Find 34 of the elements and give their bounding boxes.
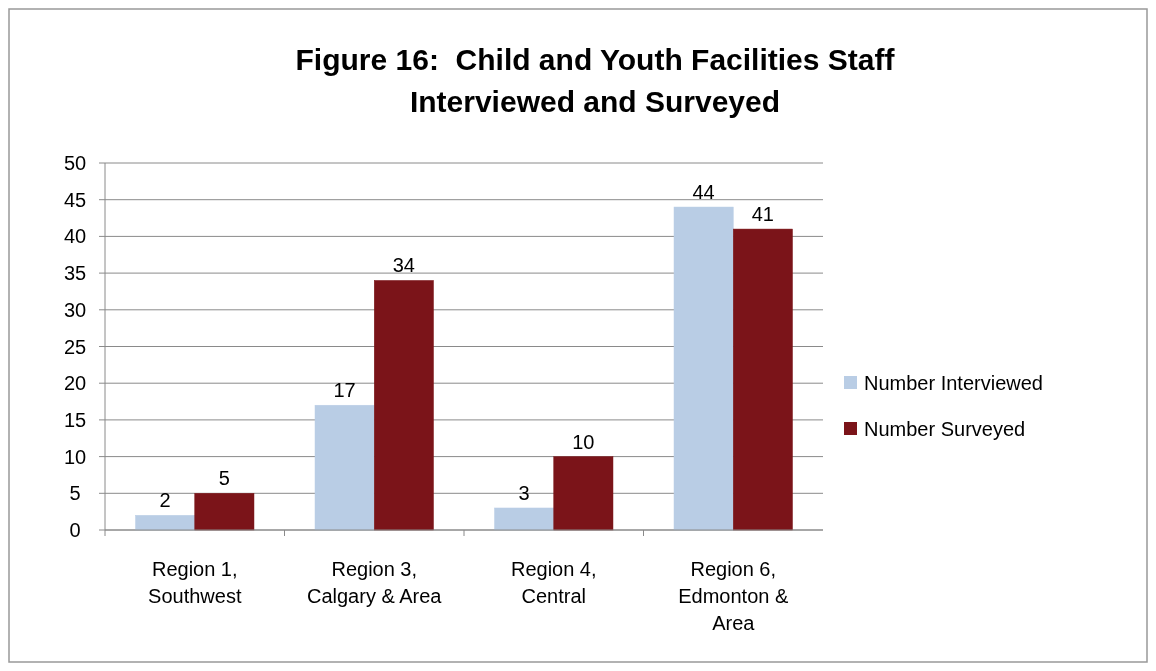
data-label: 34: [392, 254, 415, 277]
bar: [135, 515, 195, 531]
bar: [374, 280, 434, 531]
x-tick-label: Region 4, Central: [510, 558, 597, 607]
x-tick-label: Region 1, Southwest: [148, 558, 242, 607]
y-tick-label: 50: [63, 152, 87, 174]
y-tick-label: 20: [63, 372, 87, 395]
data-label: 41: [751, 203, 774, 226]
data-label: 5: [218, 467, 230, 490]
bar: [553, 456, 614, 531]
y-tick-label: 5: [69, 482, 81, 505]
bar: [314, 404, 375, 531]
bar: [673, 206, 734, 531]
x-tick-label: Region 3, Calgary & Area: [306, 558, 443, 607]
legend-label: Number Surveyed: [864, 418, 1026, 440]
y-tick-label: 10: [63, 445, 87, 468]
legend-label: Number Interviewed: [864, 372, 1043, 394]
data-label: 3: [518, 481, 530, 504]
y-tick-label: 35: [63, 262, 87, 285]
y-tick-label: 45: [63, 188, 87, 211]
chart-title: Figure 16: Child and Youth Facilities Staff Interviewed and Surveyed: [295, 43, 896, 118]
data-label: 44: [692, 181, 715, 204]
data-label: 10: [572, 430, 595, 453]
data-label: 2: [159, 489, 171, 512]
y-tick-label: 15: [63, 408, 87, 431]
y-tick-label: 40: [63, 225, 87, 248]
data-label: 17: [333, 379, 356, 402]
y-tick-label: 30: [63, 298, 87, 321]
y-tick-label: 0: [69, 519, 81, 541]
x-tick-label: Region 6, Edmonton & Area: [678, 558, 789, 634]
bar: [194, 493, 255, 531]
y-tick-label: 25: [63, 335, 87, 358]
bar: [494, 507, 554, 531]
bar: [733, 228, 793, 531]
